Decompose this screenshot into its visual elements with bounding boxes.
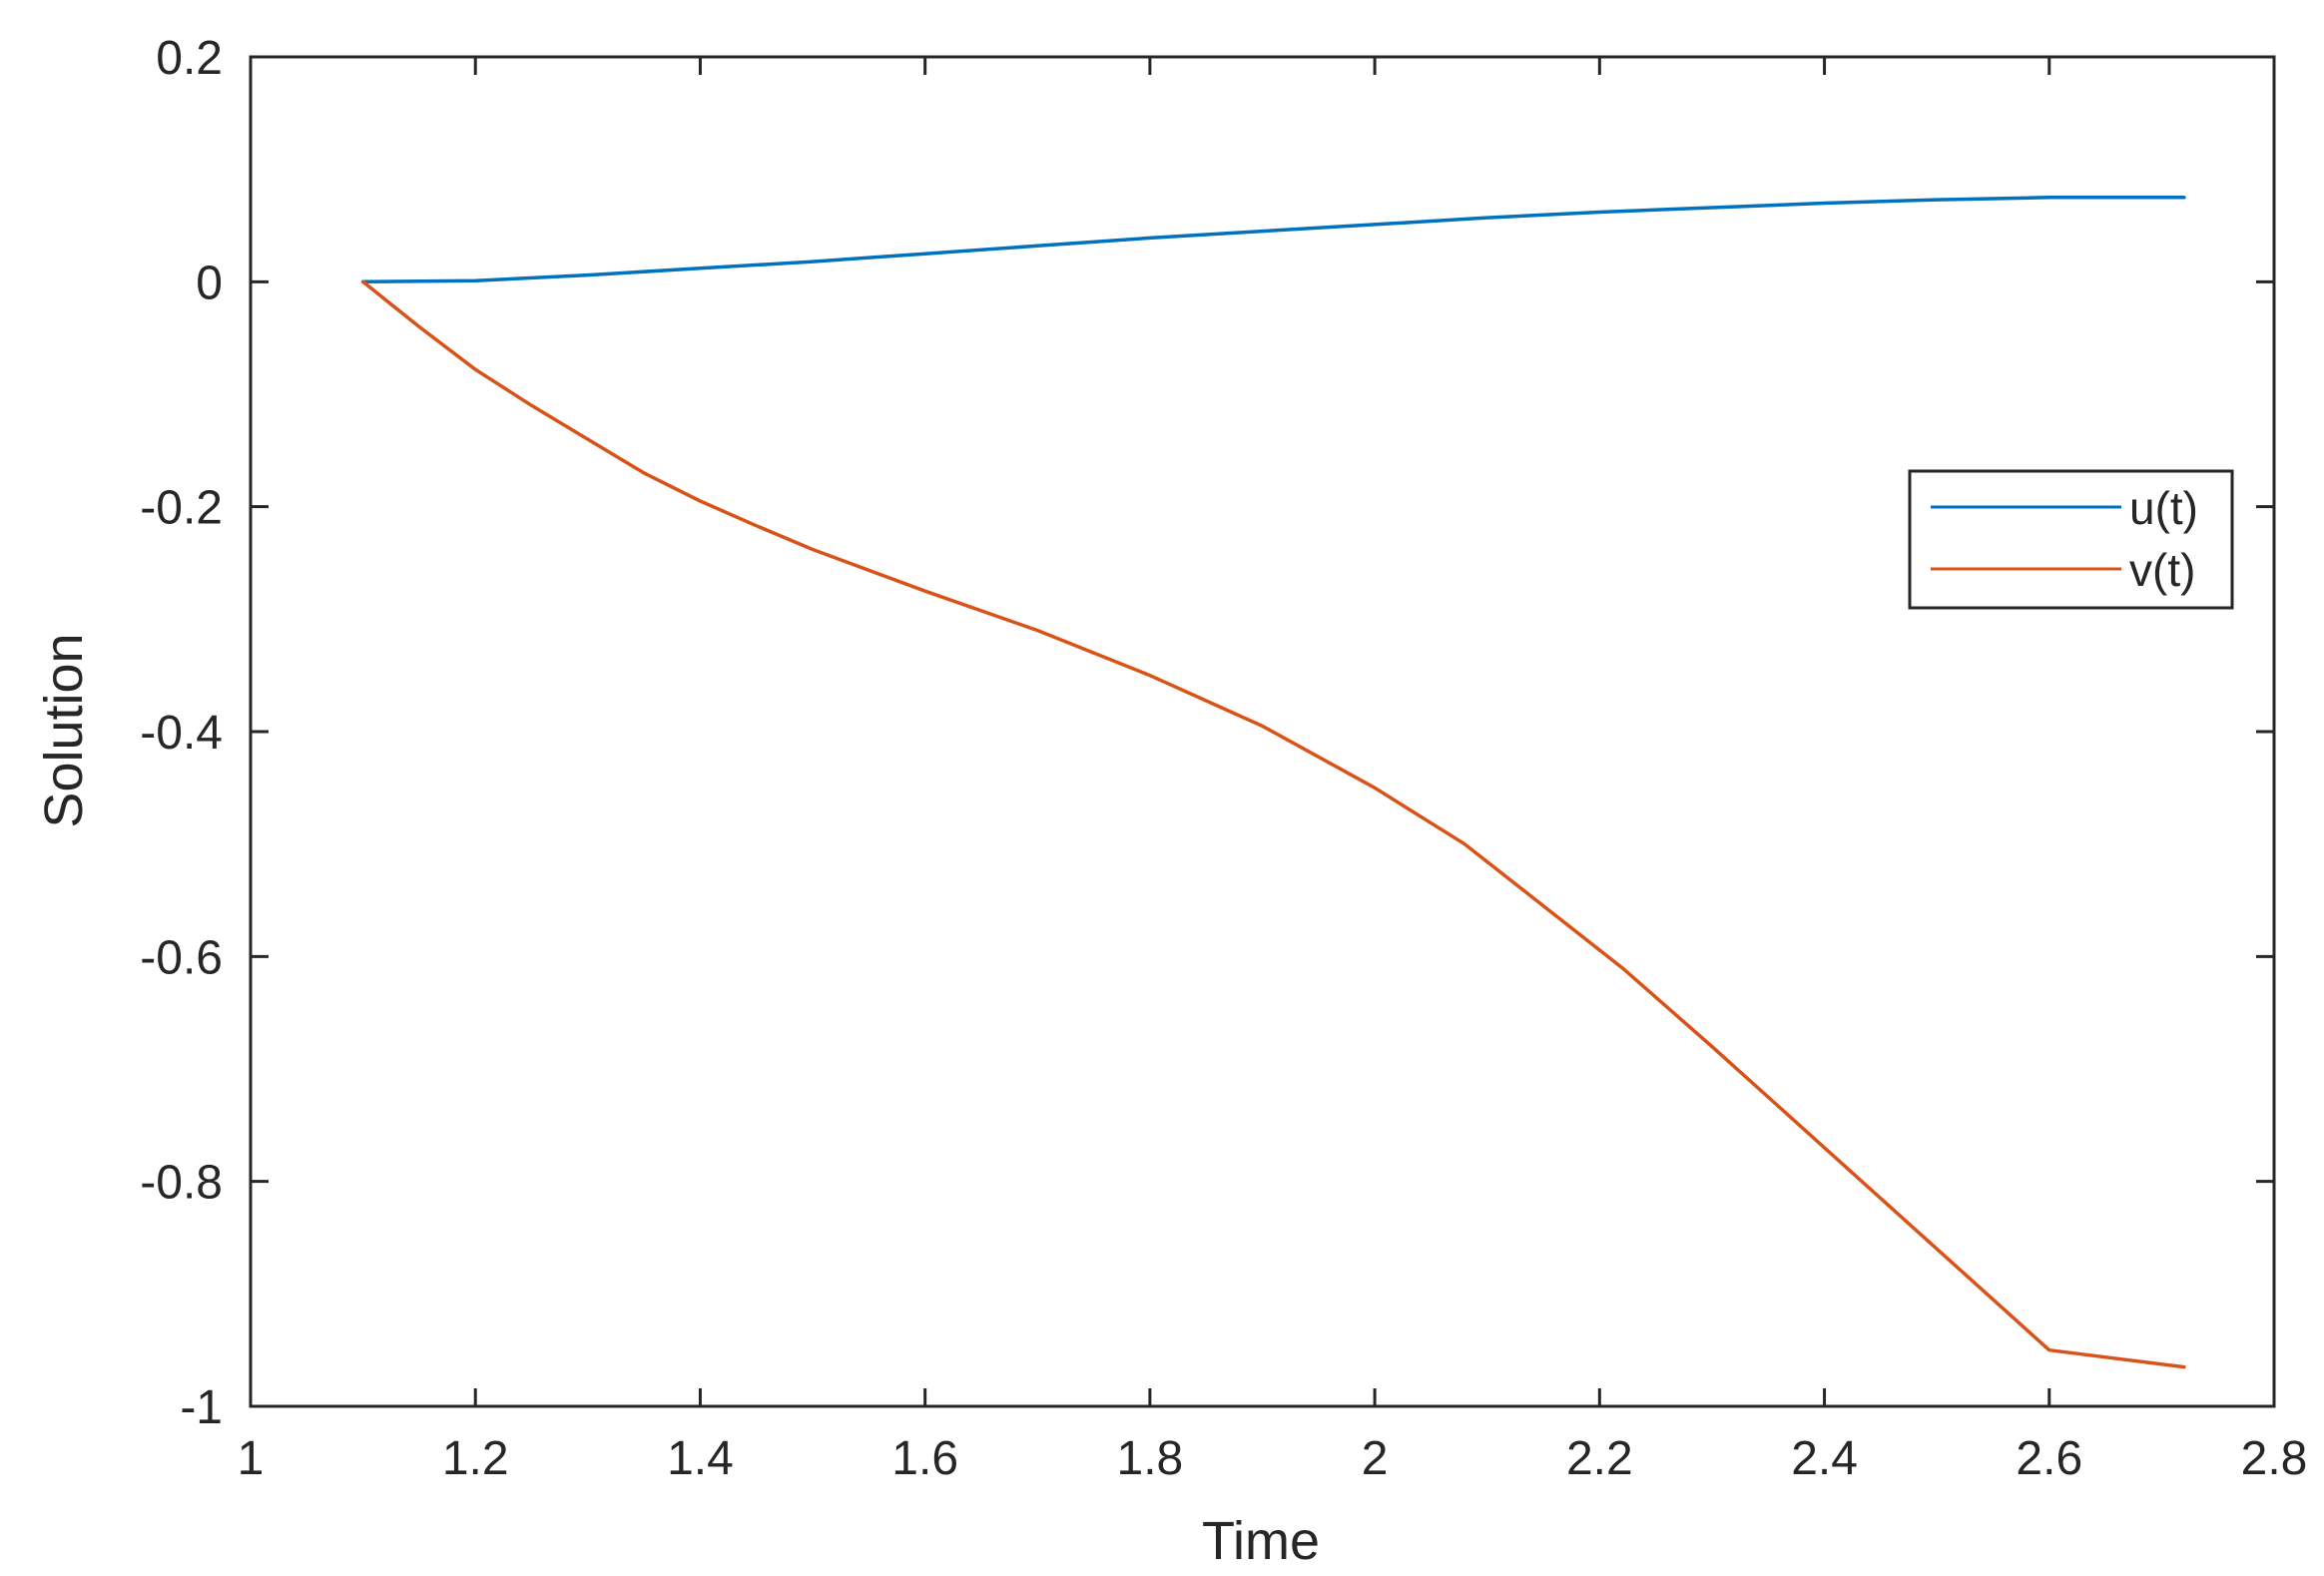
x-tick-label: 1.4 [667, 1432, 734, 1485]
x-tick-label: 1 [238, 1432, 265, 1485]
x-tick-label: 1.6 [891, 1432, 958, 1485]
legend-label-v: v(t) [2129, 544, 2195, 596]
y-tick-label: 0 [196, 257, 223, 309]
x-tick-label: 2.8 [2241, 1432, 2308, 1485]
x-tick-label: 2 [1362, 1432, 1389, 1485]
x-tick-label: 2.6 [2016, 1432, 2082, 1485]
x-tick-label: 1.8 [1117, 1432, 1184, 1485]
legend: u(t) v(t) [1908, 469, 2234, 610]
y-tick-label: -0.2 [140, 482, 223, 535]
series-layer [360, 196, 2186, 1369]
x-tick-label: 2.4 [1791, 1432, 1858, 1485]
y-tick-label: -0.4 [140, 707, 223, 760]
y-tick-label: -1 [180, 1381, 223, 1434]
y-tick-label: -0.8 [140, 1157, 223, 1210]
series-line-u [360, 196, 2186, 284]
y-tick-label: 0.2 [156, 32, 223, 85]
y-axis-ticks: 0.2 0 -0.2 -0.4 -0.6 -0.8 -1 [140, 32, 2274, 1434]
x-tick-label: 1.2 [442, 1432, 509, 1485]
legend-label-u: u(t) [2129, 482, 2198, 534]
x-tick-label: 2.2 [1566, 1432, 1633, 1485]
y-axis-label: Solution [34, 633, 94, 827]
series-line-v [360, 279, 2186, 1369]
y-tick-label: -0.6 [140, 931, 223, 984]
legend-box [1908, 469, 2234, 610]
x-axis-ticks: 1 1.2 1.4 1.6 1.8 2 2.2 2.4 2.6 2.8 [238, 57, 2308, 1485]
x-axis-label: Time [1202, 1511, 1320, 1571]
